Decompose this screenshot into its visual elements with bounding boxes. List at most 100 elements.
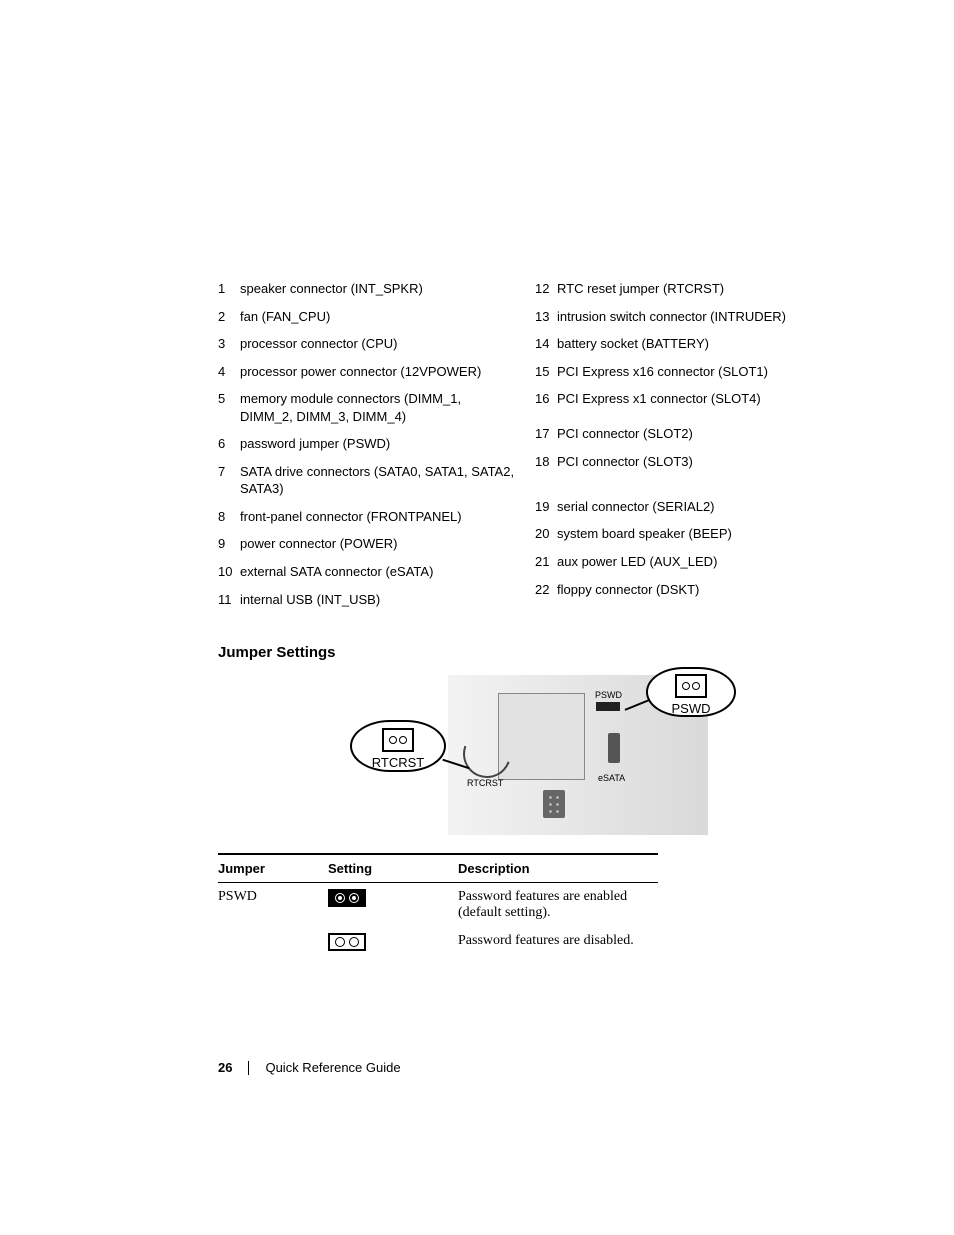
list-item-text: battery socket (BATTERY) [557,335,834,353]
document-page: 1speaker connector (INT_SPKR)2fan (FAN_C… [0,0,954,1235]
connector-list: 1speaker connector (INT_SPKR)2fan (FAN_C… [218,280,834,618]
list-item-text: floppy connector (DSKT) [557,581,834,599]
cell-description: Password features are enabled (default s… [458,883,658,928]
callout-pswd-label: PSWD [672,701,711,716]
jumper-pins-icon [382,728,414,752]
pswd-jumper-pcb-icon [596,702,620,711]
footer-separator-icon [248,1061,249,1075]
list-item-number: 21 [535,553,557,571]
list-item-text: external SATA connector (eSATA) [240,563,517,581]
list-item: 8front-panel connector (FRONTPANEL) [218,508,517,526]
esata-label: eSATA [598,773,625,783]
list-item-text: system board speaker (BEEP) [557,525,834,543]
list-item-number: 18 [535,453,557,471]
callout-pswd: PSWD [646,667,736,717]
list-item: 21aux power LED (AUX_LED) [535,553,834,571]
list-item: 3processor connector (CPU) [218,335,517,353]
list-item-text: PCI Express x16 connector (SLOT1) [557,363,834,381]
list-item-text: PCI Express x1 connector (SLOT4) [557,390,834,408]
pswd-pcb-label: PSWD [595,690,622,700]
list-item-number: 10 [218,563,240,581]
list-item-number: 4 [218,363,240,381]
page-footer: 26 Quick Reference Guide [218,1060,401,1075]
list-item-number: 16 [535,390,557,408]
list-item-text: internal USB (INT_USB) [240,591,517,609]
list-item-number: 17 [535,425,557,443]
list-item-number: 5 [218,390,240,408]
list-item-text: speaker connector (INT_SPKR) [240,280,517,298]
section-heading: Jumper Settings [218,644,834,661]
list-item-number: 14 [535,335,557,353]
list-item: 18PCI connector (SLOT3) [535,453,834,471]
list-item: 2fan (FAN_CPU) [218,308,517,326]
list-item-number: 6 [218,435,240,453]
list-item-text: front-panel connector (FRONTPANEL) [240,508,517,526]
list-item-text: fan (FAN_CPU) [240,308,517,326]
list-item-text: RTC reset jumper (RTCRST) [557,280,834,298]
list-item: 4processor power connector (12VPOWER) [218,363,517,381]
list-item-number: 22 [535,581,557,599]
list-item: 19serial connector (SERIAL2) [535,498,834,516]
list-item: 6password jumper (PSWD) [218,435,517,453]
list-item: 17PCI connector (SLOT2) [535,425,834,443]
th-setting: Setting [328,854,458,883]
list-item-text: PCI connector (SLOT2) [557,425,834,443]
list-item-text: intrusion switch connector (INTRUDER) [557,308,834,326]
list-item-number: 8 [218,508,240,526]
jumper-closed-icon [328,889,366,907]
list-item-text: power connector (POWER) [240,535,517,553]
list-item-text: aux power LED (AUX_LED) [557,553,834,571]
list-item: 16PCI Express x1 connector (SLOT4) [535,390,834,408]
page-number: 26 [218,1060,232,1075]
list-item: 12RTC reset jumper (RTCRST) [535,280,834,298]
cell-setting [328,883,458,928]
list-item: 5memory module connectors (DIMM_1, DIMM_… [218,390,517,425]
list-item: 7SATA drive connectors (SATA0, SATA1, SA… [218,463,517,498]
list-item: 1speaker connector (INT_SPKR) [218,280,517,298]
list-item: 20system board speaker (BEEP) [535,525,834,543]
list-item: 9power connector (POWER) [218,535,517,553]
connector-list-right: 12RTC reset jumper (RTCRST)13intrusion s… [535,280,834,618]
th-description: Description [458,854,658,883]
list-item-number: 13 [535,308,557,326]
list-item-text: processor connector (CPU) [240,335,517,353]
table-header-row: Jumper Setting Description [218,854,658,883]
list-item-number: 15 [535,363,557,381]
rtcrst-pcb-label: RTCRST [467,778,503,788]
list-item-text: PCI connector (SLOT3) [557,453,834,471]
list-item-number: 12 [535,280,557,298]
list-item: 15PCI Express x16 connector (SLOT1) [535,363,834,381]
esata-port-icon [608,733,620,763]
callout-rtcrst-label: RTCRST [372,755,424,770]
th-jumper: Jumper [218,854,328,883]
footer-title: Quick Reference Guide [265,1060,400,1075]
cell-description: Password features are disabled. [458,927,658,957]
list-item: 13intrusion switch connector (INTRUDER) [535,308,834,326]
list-item-text: SATA drive connectors (SATA0, SATA1, SAT… [240,463,517,498]
list-item: 22floppy connector (DSKT) [535,581,834,599]
list-item-text: password jumper (PSWD) [240,435,517,453]
jumper-open-icon [328,933,366,951]
callout-rtcrst: RTCRST [350,720,446,772]
list-item-number: 3 [218,335,240,353]
chip-icon [498,693,585,780]
list-item-number: 20 [535,525,557,543]
list-item-number: 11 [218,591,240,609]
list-item-number: 9 [218,535,240,553]
list-item-number: 7 [218,463,240,481]
cell-setting [328,927,458,957]
list-item-text: processor power connector (12VPOWER) [240,363,517,381]
list-item-number: 1 [218,280,240,298]
jumper-diagram: eSATA PSWD RTCRST RTCRST PSWD [338,675,778,835]
list-item-text: memory module connectors (DIMM_1, DIMM_2… [240,390,517,425]
list-item: 14battery socket (BATTERY) [535,335,834,353]
table-row: PSWD Password features are enabled (defau… [218,883,658,928]
jumper-pins-icon [675,674,707,698]
table-row: Password features are disabled. [218,927,658,957]
list-item-number: 2 [218,308,240,326]
list-item: 10external SATA connector (eSATA) [218,563,517,581]
cell-jumper-name [218,927,328,957]
cell-jumper-name: PSWD [218,883,328,928]
list-item-text: serial connector (SERIAL2) [557,498,834,516]
list-item-number: 19 [535,498,557,516]
